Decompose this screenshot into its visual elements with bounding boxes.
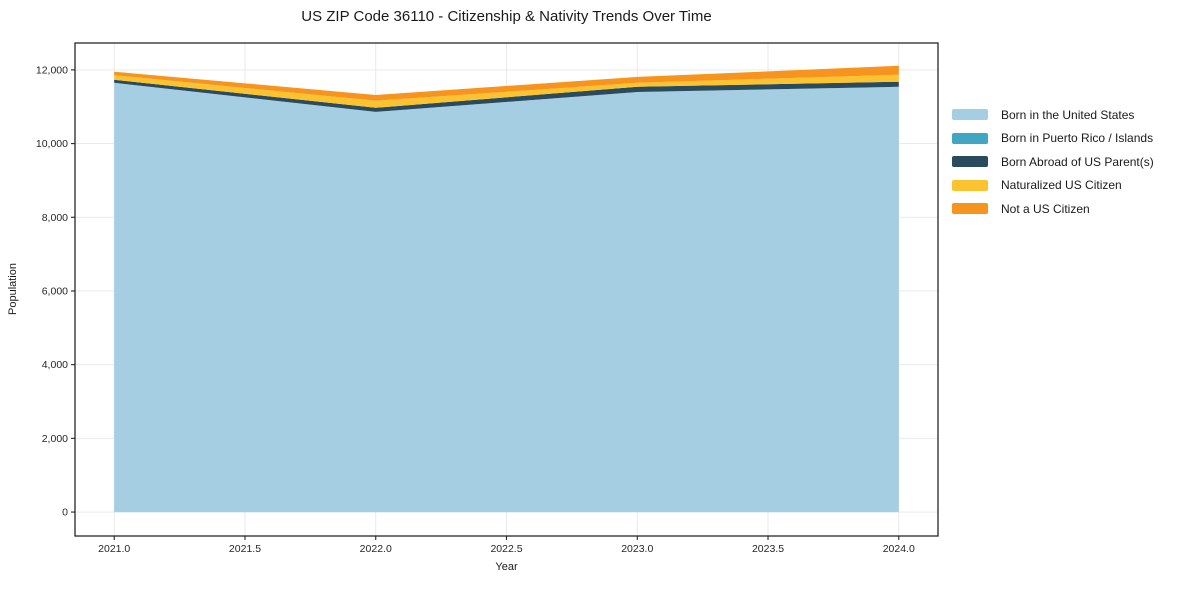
x-tick-label: 2024.0 <box>883 543 915 555</box>
area-not-a-us-citizen <box>114 65 899 101</box>
legend-swatch-born-in-puerto-rico-islands <box>952 132 988 144</box>
legend-swatch-born-abroad-of-us-parents <box>952 156 988 168</box>
y-tick-label: 10,000 <box>36 138 68 150</box>
area-born-abroad-of-us-parent-s <box>114 79 899 112</box>
x-tick-label: 2022.5 <box>490 543 522 555</box>
y-tick-label: 0 <box>62 507 68 519</box>
legend-label: Not a US Citizen <box>1001 201 1090 216</box>
y-tick-label: 8,000 <box>42 212 68 224</box>
legend-item: Born in the United States <box>952 103 1154 127</box>
legend-item: Naturalized US Citizen <box>952 174 1154 198</box>
x-tick-label: 2022.0 <box>360 543 392 555</box>
area-born-in-the-united-states <box>114 82 899 513</box>
legend-item: Not a US Citizen <box>952 197 1154 221</box>
legend-label: Born in the United States <box>1001 107 1135 122</box>
area-naturalized-us-citizen <box>114 74 899 108</box>
legend-swatch-born-in-the-united-states <box>952 109 988 121</box>
y-tick-label: 4,000 <box>42 359 68 371</box>
x-tick-label: 2023.0 <box>621 543 653 555</box>
x-axis-label: Year <box>495 561 518 573</box>
x-tick-label: 2021.5 <box>229 543 261 555</box>
legend: Born in the United States Born in Puerto… <box>952 103 1154 221</box>
legend-item: Born Abroad of US Parent(s) <box>952 150 1154 174</box>
chart-title: US ZIP Code 36110 - Citizenship & Nativi… <box>301 8 712 25</box>
x-tick-label: 2023.5 <box>752 543 784 555</box>
legend-label: Naturalized US Citizen <box>1001 178 1122 193</box>
legend-label: Born in Puerto Rico / Islands <box>1001 131 1154 146</box>
legend-label: Born Abroad of US Parent(s) <box>1001 154 1154 169</box>
y-tick-label: 6,000 <box>42 285 68 297</box>
x-tick-label: 2021.0 <box>98 543 130 555</box>
y-axis-label: Population <box>7 263 19 315</box>
legend-swatch-not-a-us-citizen <box>952 203 988 215</box>
y-tick-label: 12,000 <box>36 64 68 76</box>
legend-item: Born in Puerto Rico / Islands <box>952 127 1154 151</box>
y-tick-label: 2,000 <box>42 433 68 445</box>
legend-swatch-naturalized-us-citizen <box>952 179 988 191</box>
